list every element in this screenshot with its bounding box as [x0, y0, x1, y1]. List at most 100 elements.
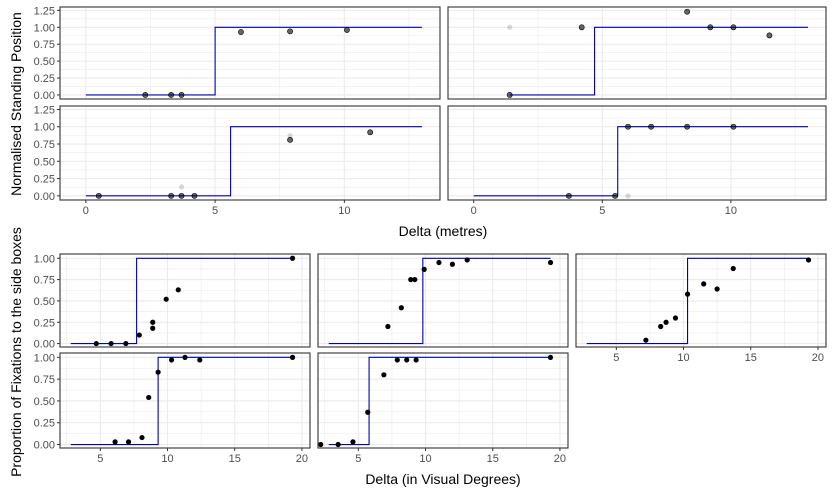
data-point [367, 129, 374, 136]
data-point [168, 357, 175, 363]
data-point [565, 192, 572, 199]
panel-border [447, 105, 827, 201]
x-tick-label: 10 [677, 352, 689, 364]
x-tick-label: 10 [161, 453, 173, 465]
panel-border [317, 253, 569, 348]
data-point [112, 439, 118, 445]
bottom-panel-1: 0.00 0.25 0.50 0.75 1.00 [34, 253, 311, 351]
step-function-line [328, 257, 551, 345]
data-point [289, 255, 296, 261]
data-point [643, 337, 649, 343]
data-point [413, 357, 419, 363]
data-point [95, 192, 102, 199]
data-point [365, 409, 371, 415]
panel-background [448, 7, 826, 99]
data-point [178, 92, 185, 98]
data-point [178, 192, 185, 199]
step-function-line [509, 26, 808, 96]
data-point [404, 357, 410, 363]
y-tick-label: 1.25 [34, 104, 55, 116]
data-point [318, 441, 324, 448]
data-point [436, 259, 442, 266]
x-tick-label: 5 [212, 205, 218, 217]
step-function-line [586, 257, 809, 345]
data-point [381, 372, 387, 378]
top-panel-2 [447, 6, 827, 100]
x-tick-label: 5 [97, 453, 103, 465]
data-point [93, 340, 99, 347]
y-tick-label: 0.75 [34, 139, 55, 151]
y-tick-label: 1.00 [34, 22, 55, 34]
data-point [449, 261, 456, 267]
bottom-xlabel: Delta (in Visual Degrees) [365, 471, 520, 487]
data-point-faint [287, 133, 293, 139]
x-tick-label: 15 [487, 453, 499, 465]
data-point [506, 92, 513, 98]
data-point [385, 323, 391, 330]
y-tick-label: 0.25 [34, 418, 55, 430]
data-point [168, 92, 175, 98]
data-point [191, 192, 198, 199]
x-tick-label: 20 [296, 453, 308, 465]
x-tick-label: 20 [812, 352, 824, 364]
y-tick-label: 0.50 [34, 156, 55, 168]
data-point [287, 28, 293, 35]
data-point [394, 357, 400, 363]
y-tick-label: 0.00 [34, 191, 55, 203]
data-point [648, 123, 655, 130]
data-point [684, 8, 691, 15]
y-tick-label: 0.00 [34, 339, 55, 351]
panel-background [60, 7, 440, 99]
bottom-panel-5: 5 10 15 20 [317, 352, 569, 465]
data-point [578, 24, 585, 31]
data-point [150, 319, 156, 325]
data-point [344, 27, 350, 33]
x-tick-label: 15 [229, 453, 241, 465]
panel-border [59, 105, 441, 201]
data-point [335, 441, 341, 448]
data-point [155, 369, 161, 375]
panel-border [317, 352, 569, 449]
step-function-line [473, 126, 808, 197]
step-function-line [85, 26, 422, 96]
data-point [701, 281, 707, 287]
y-tick-label: 0.50 [34, 396, 55, 408]
data-point [125, 439, 132, 445]
data-point-faint [507, 24, 513, 30]
bottom-panel-2 [317, 253, 569, 348]
data-point [287, 136, 293, 143]
data-point [398, 305, 404, 311]
data-point [139, 434, 145, 441]
y-tick-label: 0.25 [34, 317, 55, 329]
y-tick-label: 1.00 [34, 352, 55, 364]
y-tick-label: 0.00 [34, 90, 55, 102]
data-point [714, 286, 720, 292]
data-point [182, 354, 188, 360]
data-point [464, 257, 470, 263]
step-function-line [85, 126, 422, 197]
x-tick-label: 10 [338, 205, 350, 217]
top-xlabel: Delta (metres) [399, 223, 488, 239]
panel-border [447, 6, 827, 100]
data-point [663, 319, 669, 325]
data-point [658, 323, 664, 330]
bottom-ylabel: Proportion of Fixations to the side boxe… [8, 227, 24, 477]
data-point [547, 354, 554, 360]
y-tick-label: 0.25 [34, 73, 55, 85]
top-ylabel: Normalised Standing Position [8, 12, 24, 196]
y-tick-label: 1.00 [34, 122, 55, 134]
x-tick-label: 15 [745, 352, 757, 364]
data-point [142, 92, 149, 98]
data-point [730, 24, 737, 31]
data-point [684, 123, 691, 130]
data-point [123, 340, 129, 347]
data-point [163, 296, 169, 302]
panel-border [59, 6, 441, 100]
data-point [136, 332, 142, 338]
top-panel-3: 0.00 0.25 0.50 0.75 1.00 1.25 0 5 10 [34, 104, 441, 217]
x-tick-label: 0 [471, 205, 477, 217]
bottom-panel-3: 5 10 15 20 [575, 253, 827, 364]
bottom-panel-4: 0.00 0.25 0.50 0.75 1.00 5 10 15 20 [34, 352, 311, 465]
data-point [625, 123, 631, 130]
